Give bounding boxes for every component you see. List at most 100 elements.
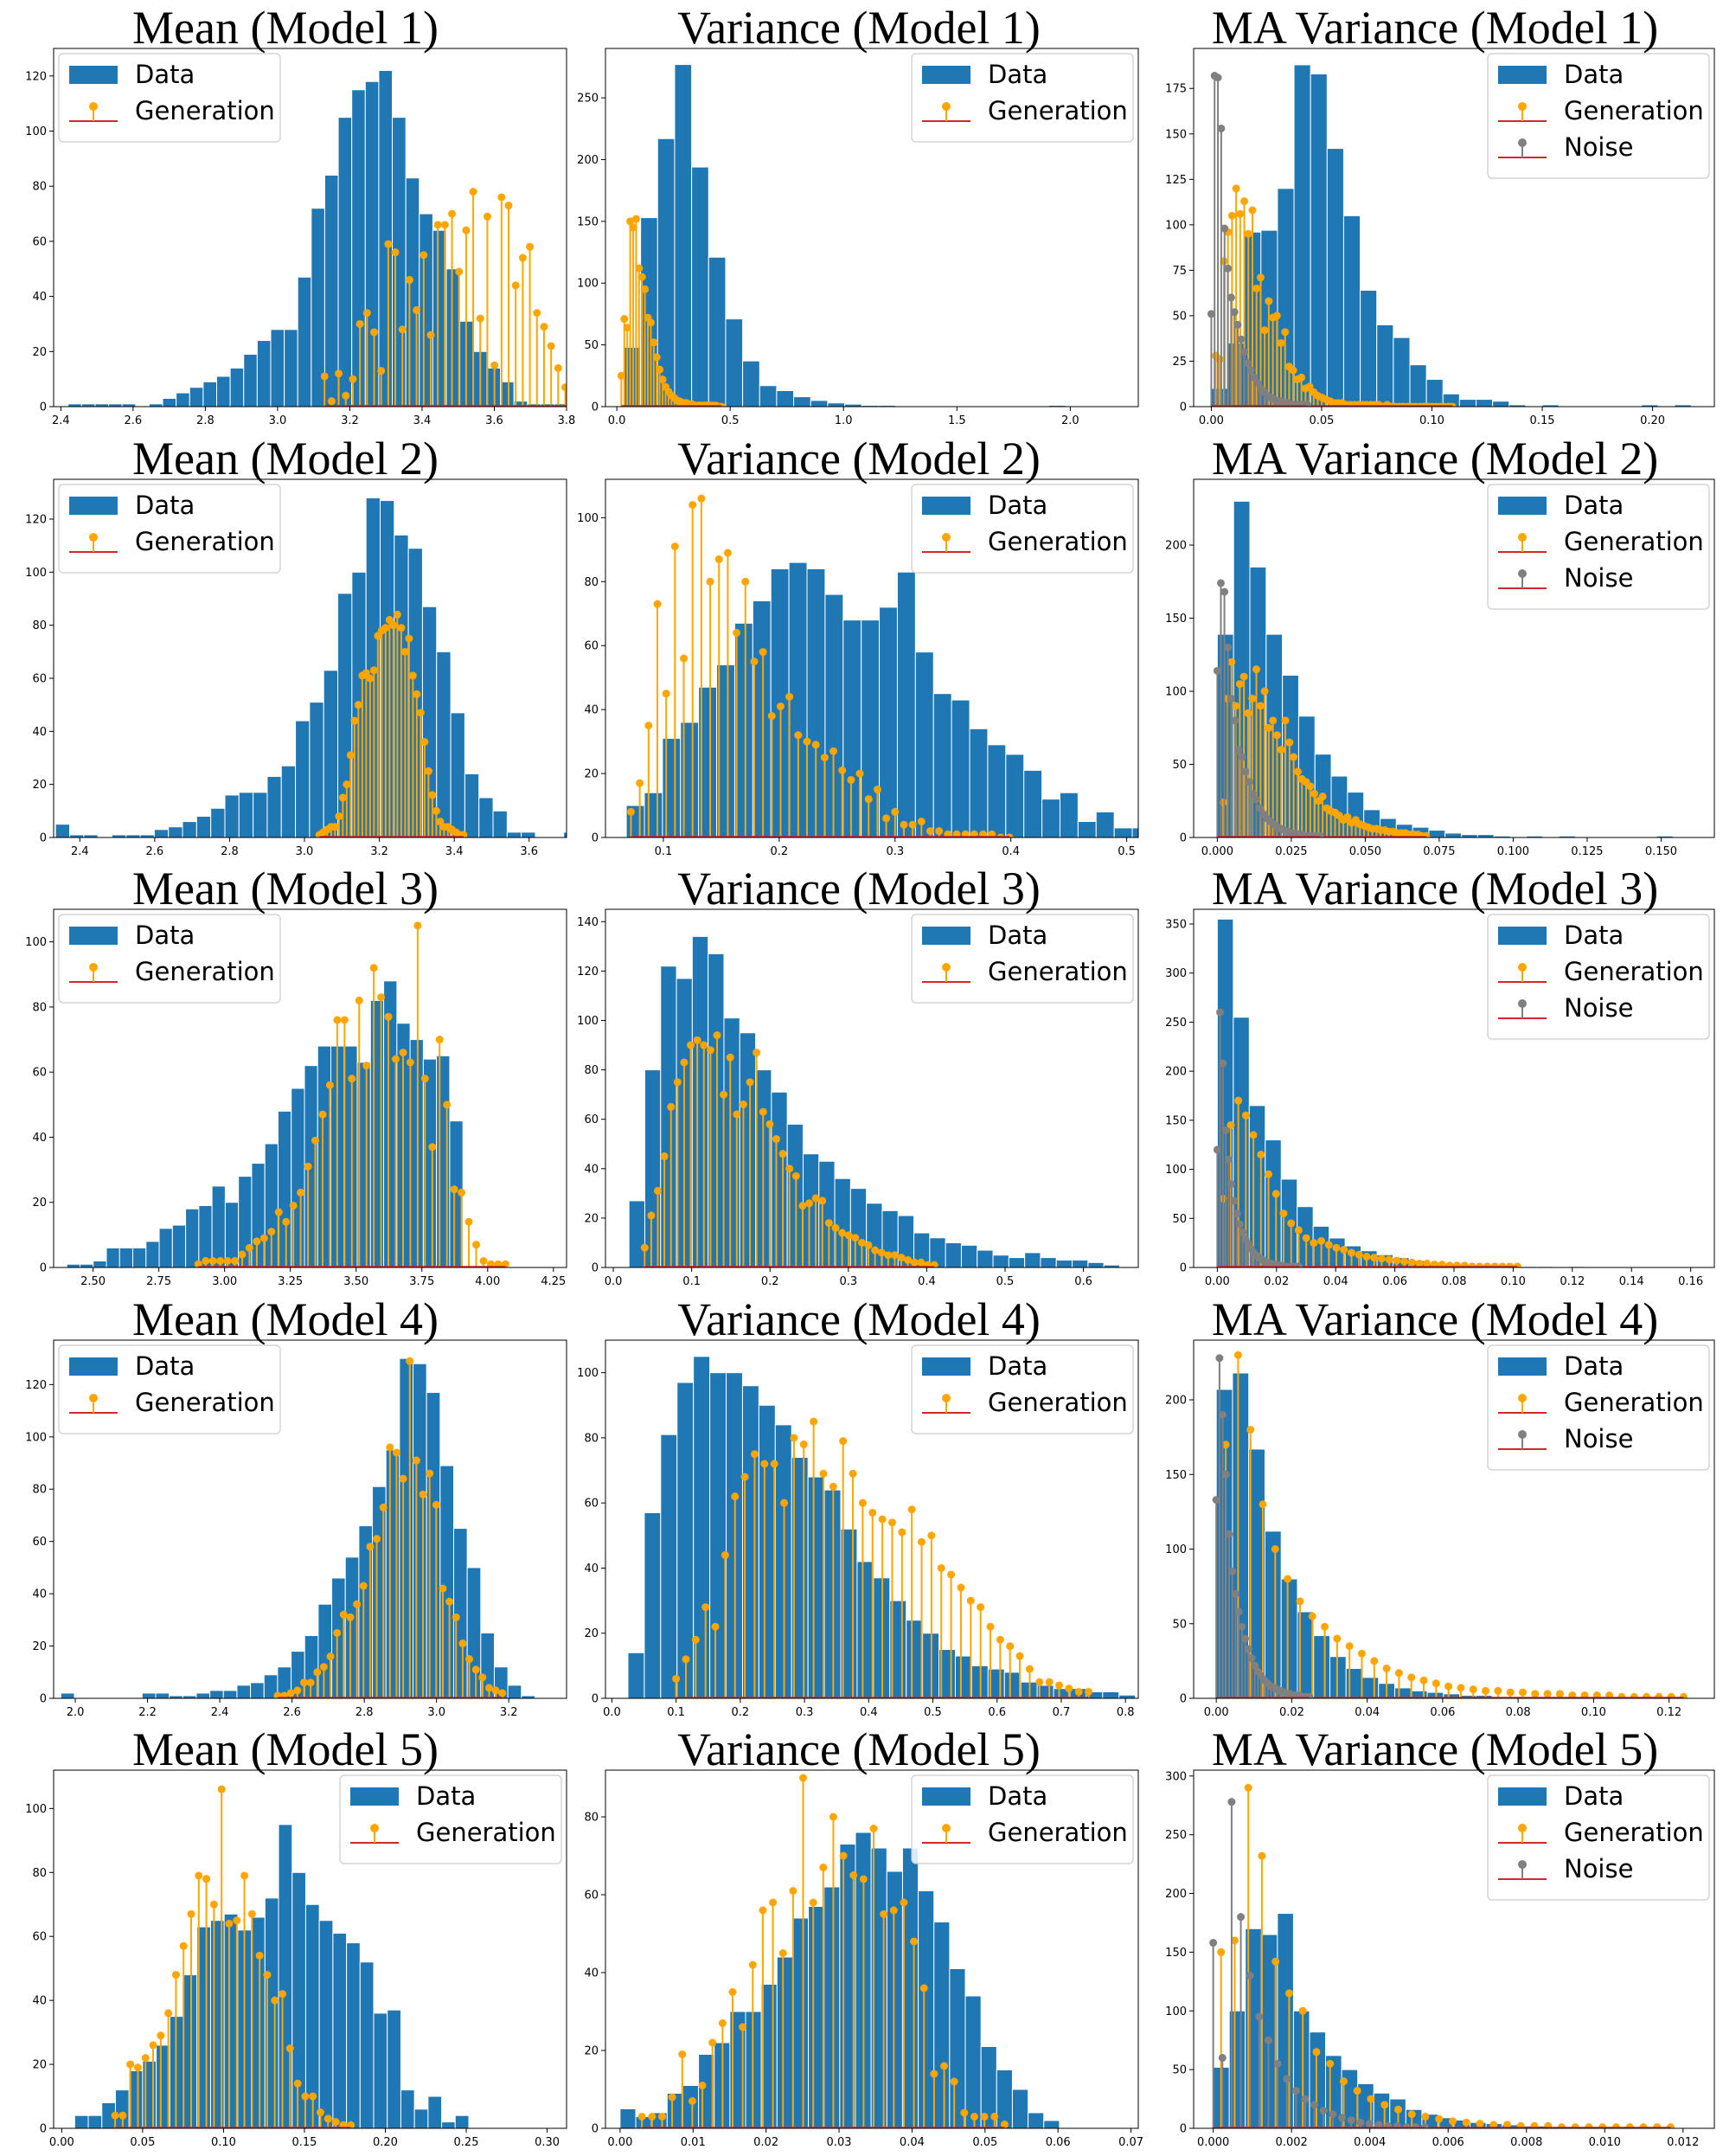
x-tick-label: 0.5 [721, 414, 740, 427]
generation-marker [1340, 1246, 1348, 1254]
x-tick-label: 0.075 [1423, 845, 1455, 858]
legend-label-noise: Noise [1564, 1854, 1633, 1883]
generation-marker [458, 1189, 466, 1197]
generation-marker [398, 325, 407, 334]
chart-panel-9: MA Variance (Model 3) 0.00 0.02 0.04 0.06 0.0… [1147, 861, 1723, 1292]
data-bar [162, 397, 177, 407]
generation-marker [1244, 709, 1252, 717]
legend-label-data: Data [416, 1781, 476, 1811]
generation-marker [439, 1584, 447, 1593]
x-tick-label: 3.2 [500, 1706, 518, 1719]
generation-marker [343, 780, 351, 788]
x-tick-label: 0.3 [839, 1275, 857, 1288]
data-bar [385, 1449, 400, 1698]
data-bar [725, 318, 744, 407]
generation-marker [490, 361, 499, 369]
x-tick-label: 0.1 [655, 845, 673, 858]
generation-marker [247, 1910, 256, 1919]
generation-marker [1592, 1691, 1601, 1698]
generation-marker [179, 1942, 188, 1951]
generation-marker [286, 1689, 295, 1697]
noise-marker [1213, 666, 1221, 675]
y-tick-label: 100 [577, 1367, 599, 1380]
generation-marker [462, 226, 471, 234]
generation-marker [653, 600, 662, 608]
legend-marker-swatch [942, 1824, 951, 1833]
chart-panel-14: Variance (Model 5) 0.00 0.01 0.02 0.03 0.04 0.… [571, 1722, 1147, 2153]
legend-label-generation: Generation [135, 957, 275, 986]
noise-marker [1212, 1495, 1220, 1504]
noise-marker [1251, 1661, 1259, 1670]
generation-marker [435, 1036, 444, 1044]
data-bar [74, 2115, 89, 2129]
x-tick-label: 0.1 [667, 1706, 685, 1719]
noise-marker [1256, 804, 1265, 812]
x-tick-label: 0.5 [996, 1275, 1015, 1288]
chart-svg: 2.0 2.2 2.4 2.6 2.8 3.0 3.2 0 20 40 60 80 100 120 Data… [25, 1339, 567, 1719]
legend-label-generation: Generation [988, 1388, 1128, 1417]
x-tick-label: 1.5 [948, 414, 966, 427]
data-bar [238, 791, 254, 837]
data-bar [251, 1916, 266, 2129]
x-tick-label: 3.4 [445, 845, 464, 858]
legend-box [1487, 1344, 1710, 1471]
data-bar [185, 1208, 200, 1268]
generation-marker [1543, 1690, 1552, 1698]
data-bar [441, 2121, 456, 2129]
generation-marker [386, 1443, 394, 1452]
generation-marker [637, 2113, 646, 2121]
generation-marker [778, 1150, 787, 1158]
generation-marker [759, 1107, 767, 1116]
y-tick-label: 40 [32, 1588, 47, 1601]
generation-marker [623, 324, 631, 332]
generation-marker [831, 1224, 840, 1233]
generation-marker [208, 1257, 217, 1266]
generation-marker [868, 1508, 877, 1517]
data-bar [392, 117, 407, 407]
generation-marker [1252, 284, 1261, 292]
y-tick-label: 250 [1165, 1017, 1187, 1030]
data-bar [1264, 1530, 1282, 1698]
chart-title: Variance (Model 3) [677, 863, 1041, 915]
y-tick-label: 120 [25, 70, 47, 83]
generation-marker [1281, 715, 1290, 724]
data-bar [752, 600, 772, 837]
y-tick-label: 0 [40, 2123, 47, 2136]
generation-marker [231, 1257, 240, 1266]
generation-marker [803, 737, 811, 746]
y-tick-label: 50 [1172, 310, 1187, 323]
y-tick-label: 300 [1165, 967, 1187, 980]
y-tick-label: 0 [592, 401, 599, 414]
generation-marker [1394, 1668, 1403, 1677]
x-tick-label: 0.6 [988, 1706, 1006, 1719]
data-bar [1326, 148, 1344, 407]
generation-marker [718, 2019, 727, 2028]
noise-marker [1240, 348, 1249, 356]
generation-marker [919, 1984, 928, 1992]
generation-marker [133, 2063, 142, 2072]
generation-marker [731, 1492, 740, 1500]
generation-marker [240, 1871, 249, 1880]
noise-marker [1273, 2060, 1282, 2069]
generation-marker [748, 1960, 757, 1969]
generation-marker [518, 253, 527, 262]
data-bar [563, 831, 567, 837]
data-bar [709, 1371, 727, 1698]
generation-marker [890, 1251, 899, 1260]
generation-marker [1000, 2121, 1009, 2129]
data-bar [182, 820, 197, 837]
data-bar [236, 1684, 252, 1698]
generation-marker [1290, 753, 1298, 761]
data-bar [1003, 1672, 1022, 1698]
y-tick-label: 40 [584, 703, 599, 716]
y-tick-label: 100 [1165, 685, 1187, 698]
noise-marker [1319, 2107, 1328, 2115]
data-bar [987, 743, 1007, 837]
generation-marker [887, 1518, 896, 1527]
generation-marker [1074, 1687, 1083, 1696]
generation-marker [1271, 1544, 1279, 1553]
plot-area [1213, 919, 1585, 1268]
y-tick-label: 0 [40, 1262, 47, 1275]
generation-marker [216, 1257, 225, 1266]
generation-marker [701, 1602, 710, 1611]
